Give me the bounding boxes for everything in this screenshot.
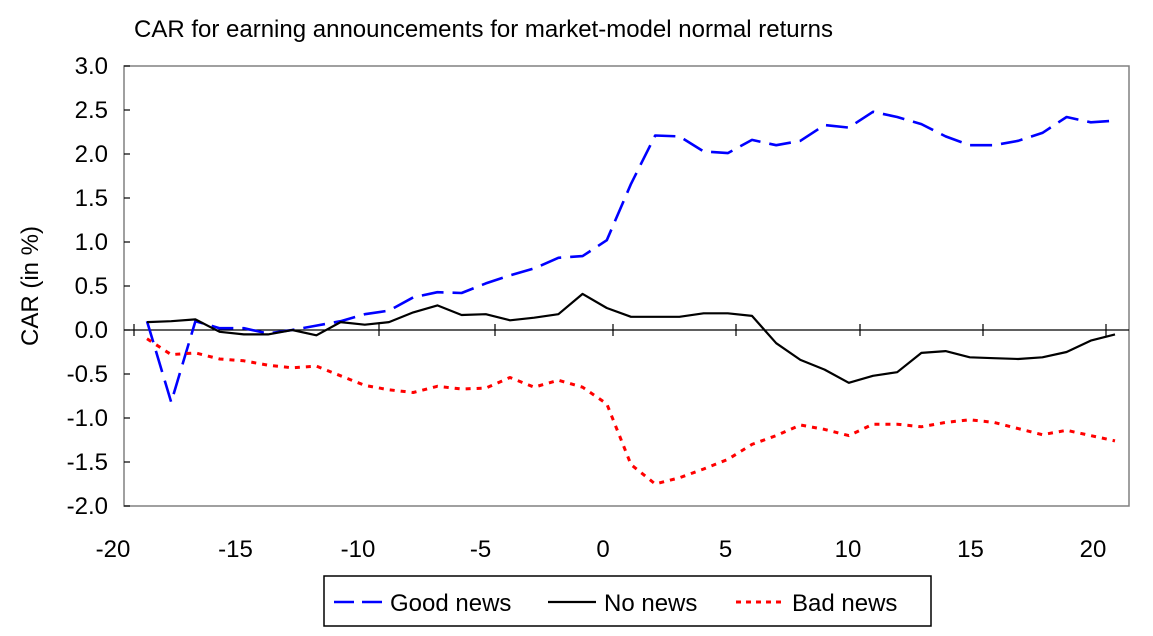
x-tick-label: 5 [719, 536, 732, 563]
y-tick-label: -1.5 [67, 449, 108, 476]
y-tick-label: -1.0 [67, 405, 108, 432]
y-axis-title: CAR (in %) [17, 226, 44, 346]
y-axis: 3.0 2.5 2.0 1.5 1.0 0.5 0.0 -0.5 -1.0 -1.5 -2.0 [67, 53, 130, 520]
y-tick-label: 3.0 [75, 53, 108, 80]
x-tick-label: 15 [957, 536, 984, 563]
y-tick-label: 0.0 [75, 317, 108, 344]
legend-label: No news [604, 590, 697, 617]
y-tick-label: 1.5 [75, 185, 108, 212]
series-line-good-news [145, 110, 1116, 404]
x-tick-label: -15 [218, 536, 253, 563]
series-lines [145, 110, 1116, 486]
legend-box [323, 575, 932, 627]
x-tick-label: -5 [470, 536, 491, 563]
y-tick-label: -2.0 [67, 493, 108, 520]
legend-label: Bad news [792, 590, 897, 617]
x-tick-label: -10 [341, 536, 376, 563]
x-tick-label: -20 [96, 536, 131, 563]
chart-title: CAR for earning announcements for market… [134, 16, 833, 43]
x-axis: -20 -15 -10 -5 0 5 10 15 20 [96, 324, 1129, 563]
y-tick-label: -0.5 [67, 361, 108, 388]
x-tick-label: 10 [835, 536, 862, 563]
legend-label: Good news [390, 590, 511, 617]
series-line-no-news [146, 292, 1116, 384]
x-tick-label: 20 [1080, 536, 1107, 563]
x-tick-label: 0 [596, 536, 609, 563]
plot-area-border [123, 65, 1130, 507]
legend: Good news No news Bad news [323, 575, 932, 627]
y-tick-label: 0.5 [75, 273, 108, 300]
y-tick-label: 1.0 [75, 229, 108, 256]
y-tick-label: 2.0 [75, 141, 108, 168]
y-tick-label: 2.5 [75, 97, 108, 124]
series-line-bad-news [146, 337, 1116, 486]
